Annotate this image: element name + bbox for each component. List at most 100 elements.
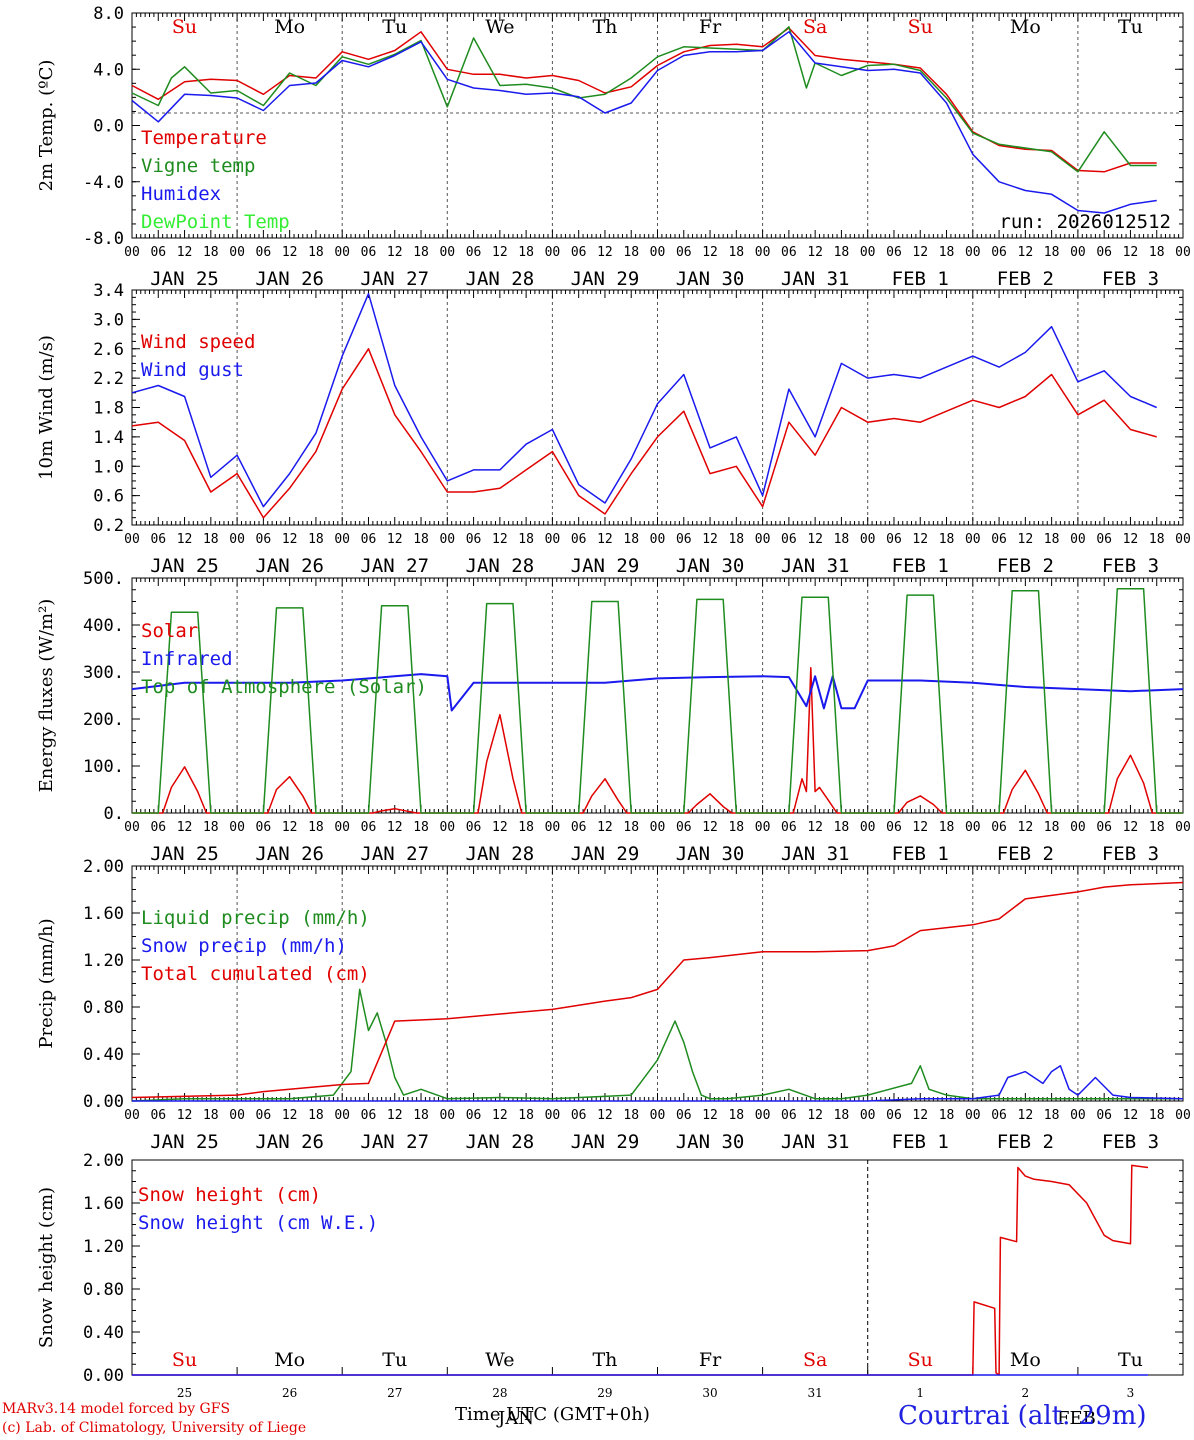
weekday-label: Tu bbox=[382, 16, 407, 38]
snow-weekday-label: Th bbox=[592, 1349, 617, 1371]
snow-day-number: 30 bbox=[702, 1386, 717, 1400]
energy-hour-label: 00 bbox=[334, 820, 350, 835]
wind-hour-label: 00 bbox=[650, 532, 666, 547]
precip-series-snow-precip-mm-h- bbox=[132, 1065, 1184, 1102]
wind-hour-label: 06 bbox=[150, 532, 166, 547]
temperature-hour-label: 12 bbox=[597, 245, 613, 260]
wind-legend-entry: Wind speed bbox=[141, 331, 255, 353]
wind-hour-label: 12 bbox=[702, 532, 718, 547]
temperature-day-label: FEB 1 bbox=[892, 268, 949, 290]
energy-legend-entry: Infrared bbox=[141, 648, 233, 670]
wind-hour-label: 06 bbox=[361, 532, 377, 547]
temperature-hour-label: 06 bbox=[361, 245, 377, 260]
snow-ytick-label: 1.20 bbox=[83, 1237, 124, 1257]
energy-day-label: JAN 30 bbox=[676, 843, 745, 865]
wind-ytick-label: 0.6 bbox=[93, 487, 124, 507]
temperature-plot-frame bbox=[131, 12, 1184, 239]
wind-hour-label: 12 bbox=[387, 532, 403, 547]
precip-hour-label: 12 bbox=[597, 1108, 613, 1123]
precip-day-label: JAN 25 bbox=[150, 1131, 219, 1153]
wind-hour-label: 00 bbox=[965, 532, 981, 547]
snow-ytick-label: 2.00 bbox=[83, 1151, 124, 1171]
time-axis-label: Time UTC (GMT+0h) bbox=[455, 1404, 650, 1425]
snow-day-number: 28 bbox=[492, 1386, 507, 1400]
temperature-hour-label: 00 bbox=[1070, 245, 1086, 260]
precip-hour-label: 06 bbox=[150, 1108, 166, 1123]
wind-hour-label: 00 bbox=[1175, 532, 1191, 547]
wind-hour-label: 18 bbox=[834, 532, 850, 547]
snow-legend-entry: Snow height (cm) bbox=[138, 1184, 321, 1206]
wind-hour-label: 12 bbox=[492, 532, 508, 547]
snow-day-number: 2 bbox=[1022, 1386, 1030, 1400]
temperature-day-label: JAN 25 bbox=[150, 268, 219, 290]
wind-hour-label: 00 bbox=[124, 532, 140, 547]
precip-hour-label: 18 bbox=[939, 1108, 955, 1123]
snow-series-snow-height-cm- bbox=[132, 1164, 1149, 1376]
wind-series-wind-speed bbox=[131, 348, 1157, 519]
wind-day-label: JAN 27 bbox=[360, 555, 429, 577]
wind-legend-entry: Wind gust bbox=[141, 359, 244, 381]
temperature-day-label: JAN 29 bbox=[571, 268, 640, 290]
snow-weekday-label: We bbox=[485, 1349, 514, 1371]
precip-ytick-label: 1.60 bbox=[83, 904, 124, 924]
wind-day-label: JAN 25 bbox=[150, 555, 219, 577]
precip-hour-label: 00 bbox=[965, 1108, 981, 1123]
energy-hour-label: 00 bbox=[650, 820, 666, 835]
temperature-day-label: JAN 28 bbox=[466, 268, 535, 290]
precip-hour-label: 06 bbox=[676, 1108, 692, 1123]
energy-hour-label: 00 bbox=[124, 820, 140, 835]
energy-hour-label: 00 bbox=[965, 820, 981, 835]
precip-legend-entry: Snow precip (mm/h) bbox=[141, 935, 347, 957]
precip-hour-label: 06 bbox=[256, 1108, 272, 1123]
temperature-ylabel: 2m Temp. (ºC) bbox=[36, 60, 57, 192]
precip-hour-label: 06 bbox=[886, 1108, 902, 1123]
temperature-hour-label: 12 bbox=[177, 245, 193, 260]
temperature-hour-label: 12 bbox=[807, 245, 823, 260]
precip-hour-label: 12 bbox=[177, 1108, 193, 1123]
wind-hour-label: 00 bbox=[229, 532, 245, 547]
temperature-day-label: JAN 26 bbox=[255, 268, 324, 290]
wind-ytick-label: 0.2 bbox=[93, 516, 124, 536]
precip-ylabel: Precip (mm/h) bbox=[36, 918, 57, 1048]
energy-hour-label: 12 bbox=[282, 820, 298, 835]
energy-day-label: JAN 31 bbox=[781, 843, 850, 865]
temperature-hour-label: 18 bbox=[518, 245, 534, 260]
snow-month-label: JAN bbox=[496, 1408, 534, 1429]
temperature-day-label: FEB 2 bbox=[997, 268, 1054, 290]
temperature-legend-entry: DewPoint Temp bbox=[141, 211, 290, 233]
wind-hour-label: 06 bbox=[466, 532, 482, 547]
energy-ytick-label: 400. bbox=[83, 616, 124, 636]
energy-hour-label: 12 bbox=[177, 820, 193, 835]
energy-hour-label: 12 bbox=[702, 820, 718, 835]
temperature-hour-label: 00 bbox=[439, 245, 455, 260]
energy-hour-label: 00 bbox=[755, 820, 771, 835]
snow-day-number: 27 bbox=[387, 1386, 402, 1400]
temperature-hour-label: 18 bbox=[203, 245, 219, 260]
wind-ytick-label: 2.2 bbox=[93, 369, 124, 389]
snow-weekday-label: Mo bbox=[1010, 1349, 1041, 1371]
temperature-hour-label: 18 bbox=[413, 245, 429, 260]
temperature-day-label: JAN 30 bbox=[676, 268, 745, 290]
weekday-label: We bbox=[485, 16, 514, 38]
temperature-hour-label: 12 bbox=[702, 245, 718, 260]
temperature-hour-label: 18 bbox=[834, 245, 850, 260]
temperature-hour-label: 06 bbox=[781, 245, 797, 260]
precip-hour-label: 00 bbox=[1175, 1108, 1191, 1123]
snow-day-number: 26 bbox=[282, 1386, 297, 1400]
energy-hour-label: 06 bbox=[886, 820, 902, 835]
wind-hour-label: 18 bbox=[1044, 532, 1060, 547]
energy-day-label: JAN 29 bbox=[571, 843, 640, 865]
wind-series-wind-gust bbox=[131, 292, 1157, 508]
wind-hour-label: 00 bbox=[334, 532, 350, 547]
energy-legend-entry: Top of Atmosphere (Solar) bbox=[141, 676, 427, 698]
wind-hour-label: 12 bbox=[1123, 532, 1139, 547]
temperature-hour-label: 18 bbox=[728, 245, 744, 260]
weekday-label: Mo bbox=[1010, 16, 1041, 38]
wind-ylabel: 10m Wind (m/s) bbox=[36, 335, 57, 480]
temperature-hour-label: 12 bbox=[387, 245, 403, 260]
wind-hour-label: 18 bbox=[1149, 532, 1165, 547]
precip-ytick-label: 1.20 bbox=[83, 951, 124, 971]
temperature-ytick-label: 0.0 bbox=[93, 117, 124, 137]
energy-hour-label: 12 bbox=[492, 820, 508, 835]
snow-day-number: 31 bbox=[808, 1386, 823, 1400]
